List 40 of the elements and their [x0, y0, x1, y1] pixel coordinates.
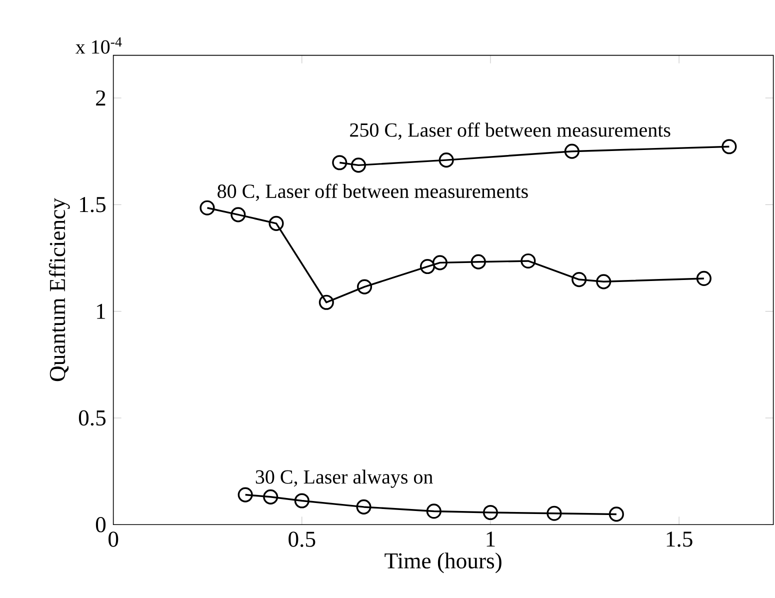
- x-tick-label: 1.5: [666, 532, 692, 547]
- point: [200, 200, 215, 216]
- x-tick-label: 0: [108, 532, 118, 547]
- point: [596, 274, 612, 290]
- point: [350, 158, 366, 173]
- x-tick-label: 0.5: [288, 532, 316, 547]
- series-label: 80 C, Laser off between measurements: [218, 184, 528, 201]
- series-label: 30 C, Laser always on: [256, 470, 433, 488]
- point: [238, 487, 253, 502]
- point: [294, 493, 310, 508]
- point: [722, 139, 737, 154]
- x-tick-label: 1: [486, 532, 495, 547]
- point: [482, 504, 498, 520]
- point: [520, 253, 536, 269]
- point: [546, 506, 562, 521]
- series-label: 250 C, Laser off between measurements: [350, 122, 670, 140]
- point: [268, 216, 284, 231]
- point: [608, 506, 624, 522]
- y-axis-title: Quantum Efficiency: [48, 198, 70, 382]
- x-axis-title: Time (hours): [384, 552, 502, 574]
- point: [318, 294, 334, 310]
- y-tick-label: 0: [96, 517, 106, 532]
- point: [420, 258, 436, 274]
- point: [356, 279, 372, 294]
- point: [438, 152, 454, 168]
- y-tick-label: 1: [97, 304, 106, 319]
- point: [564, 144, 580, 159]
- y-tick-label: 1.5: [80, 197, 106, 212]
- point: [426, 504, 442, 519]
- point: [263, 489, 278, 504]
- point: [572, 272, 587, 288]
- point: [332, 155, 348, 170]
- point: [470, 254, 486, 270]
- y-tick-label: 0.5: [78, 410, 106, 426]
- point: [696, 270, 712, 286]
- point: [230, 207, 246, 222]
- y-tick-label: 2: [96, 90, 106, 106]
- text: x 10$^{-4}$: [76, 37, 122, 54]
- point: [356, 499, 372, 514]
- point: [432, 255, 448, 270]
